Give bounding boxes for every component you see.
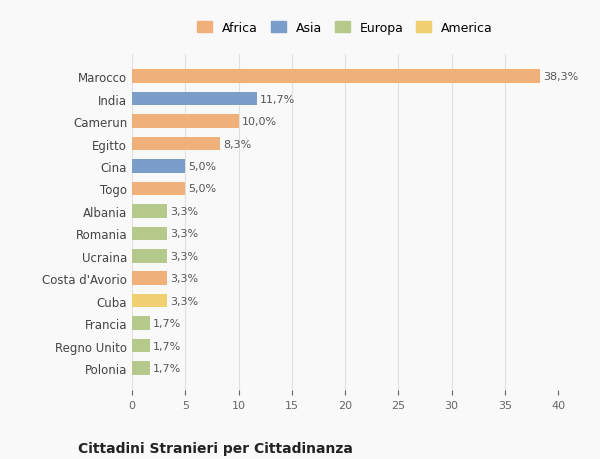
- Bar: [132, 70, 540, 84]
- Bar: [132, 205, 167, 218]
- Bar: [132, 317, 150, 330]
- Bar: [132, 362, 150, 375]
- Text: 3,3%: 3,3%: [170, 229, 199, 239]
- Bar: [132, 93, 257, 106]
- Bar: [132, 115, 239, 129]
- Text: 5,0%: 5,0%: [188, 184, 217, 194]
- Bar: [132, 294, 167, 308]
- Text: 1,7%: 1,7%: [154, 319, 182, 328]
- Text: 3,3%: 3,3%: [170, 274, 199, 284]
- Bar: [132, 160, 185, 174]
- Bar: [132, 227, 167, 241]
- Text: 1,7%: 1,7%: [154, 363, 182, 373]
- Text: Cittadini Stranieri per Cittadinanza: Cittadini Stranieri per Cittadinanza: [78, 441, 353, 454]
- Text: 5,0%: 5,0%: [188, 162, 217, 172]
- Text: 3,3%: 3,3%: [170, 207, 199, 216]
- Bar: [132, 138, 220, 151]
- Text: 3,3%: 3,3%: [170, 296, 199, 306]
- Bar: [132, 339, 150, 353]
- Text: 8,3%: 8,3%: [224, 139, 252, 149]
- Text: 3,3%: 3,3%: [170, 251, 199, 261]
- Bar: [132, 272, 167, 285]
- Text: 11,7%: 11,7%: [260, 95, 295, 104]
- Text: 1,7%: 1,7%: [154, 341, 182, 351]
- Text: 38,3%: 38,3%: [543, 72, 578, 82]
- Bar: [132, 182, 185, 196]
- Bar: [132, 250, 167, 263]
- Text: 10,0%: 10,0%: [242, 117, 277, 127]
- Legend: Africa, Asia, Europa, America: Africa, Asia, Europa, America: [194, 18, 496, 38]
